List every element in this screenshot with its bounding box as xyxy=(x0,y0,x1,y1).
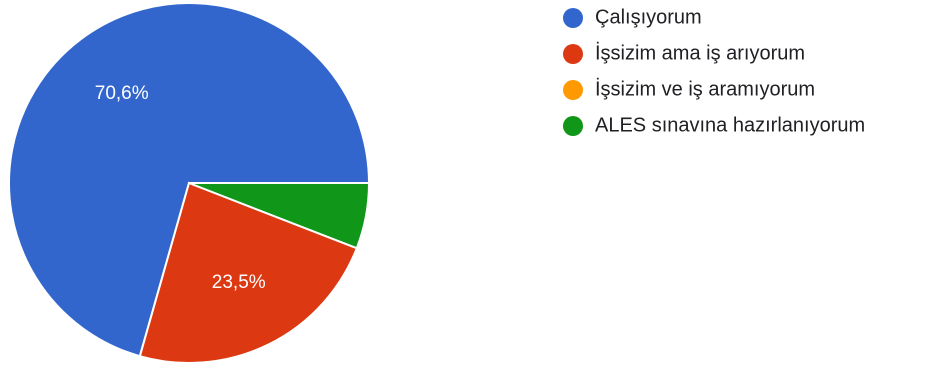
legend-item-0[interactable]: Çalışıyorum xyxy=(563,6,702,28)
legend-label-1: İşsizim ama iş arıyorum xyxy=(595,41,805,64)
pie-slice-3[interactable] xyxy=(188,182,371,250)
legend-label-3: ALES sınavına hazırlanıyorum xyxy=(595,114,865,136)
legend-label-0: Çalışıyorum xyxy=(595,6,702,28)
slice-labels: 70,6% 23,5% xyxy=(95,83,266,293)
legend-label-2: İşsizim ve iş aramıyorum xyxy=(595,77,815,100)
legend-swatch-0 xyxy=(563,8,583,28)
pie-slices xyxy=(8,2,371,364)
legend-item-1[interactable]: İşsizim ama iş arıyorum xyxy=(563,41,805,64)
legend-swatch-3 xyxy=(563,116,583,136)
slice-label-0: 70,6% xyxy=(95,83,149,104)
legend-swatch-1 xyxy=(563,44,583,64)
legend-item-3[interactable]: ALES sınavına hazırlanıyorum xyxy=(563,114,865,136)
legend-swatch-2 xyxy=(563,80,583,100)
legend-item-2[interactable]: İşsizim ve iş aramıyorum xyxy=(563,77,815,100)
pie-slice-0[interactable] xyxy=(8,2,371,358)
slice-label-1: 23,5% xyxy=(212,272,266,293)
legend: Çalışıyorum İşsizim ama iş arıyorum İşsizi… xyxy=(563,6,865,136)
